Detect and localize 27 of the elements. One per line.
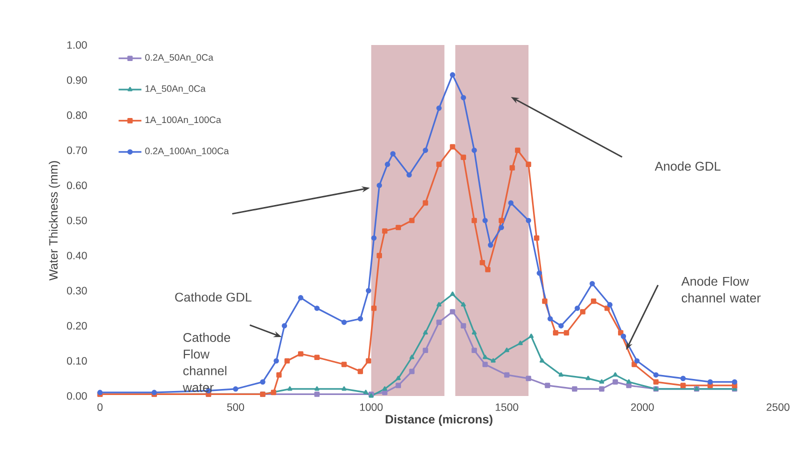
x-tick-label: 0 bbox=[97, 403, 103, 411]
y-tick-label: 0.00 bbox=[66, 392, 87, 400]
legend-label: 0.2A_100An_100Ca bbox=[145, 148, 229, 156]
y-tick-label: 1.00 bbox=[67, 41, 87, 49]
legend-label: 0.2A_50An_0Ca bbox=[145, 54, 214, 62]
x-tick-label: 2000 bbox=[631, 403, 654, 411]
legend-label: 1A_50An_0Ca bbox=[146, 85, 206, 94]
y-tick-label: 0.90 bbox=[66, 76, 87, 84]
annotation: Anode GDL bbox=[654, 161, 720, 171]
y-tick-label: 0.20 bbox=[66, 322, 87, 330]
annotation: Anode Flow channel water bbox=[681, 276, 761, 302]
y-tick-label: 0.40 bbox=[66, 252, 87, 260]
annotation: Cathode Flow channel water bbox=[182, 332, 230, 392]
annotation: Cathode GDL bbox=[175, 292, 252, 302]
x-tick-label: 1500 bbox=[496, 403, 518, 411]
x-axis-title: Distance (microns) bbox=[386, 414, 492, 426]
y-tick-label: 0.80 bbox=[66, 111, 87, 119]
y-tick-label: 0.50 bbox=[66, 216, 87, 224]
x-tick-label: 2500 bbox=[766, 403, 790, 411]
y-axis-title: Water Thickness (mm) bbox=[48, 161, 60, 281]
x-tick-label: 500 bbox=[227, 403, 244, 411]
y-tick-label: 0.60 bbox=[66, 182, 87, 190]
y-tick-label: 0.10 bbox=[66, 357, 87, 365]
y-tick-label: 0.70 bbox=[66, 146, 87, 154]
legend-label: 1A_100An_100Ca bbox=[146, 116, 222, 125]
y-tick-label: 0.30 bbox=[66, 286, 87, 294]
x-tick-label: 1000 bbox=[360, 403, 383, 411]
